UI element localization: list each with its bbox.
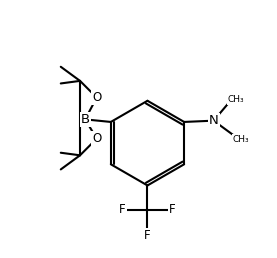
Text: O: O	[92, 91, 101, 104]
Text: B: B	[81, 113, 90, 126]
Text: F: F	[169, 203, 176, 216]
Text: CH₃: CH₃	[233, 135, 250, 144]
Text: O: O	[92, 132, 101, 145]
Text: F: F	[119, 203, 126, 216]
Text: CH₃: CH₃	[228, 95, 244, 104]
Text: N: N	[209, 114, 219, 127]
Text: F: F	[144, 229, 151, 242]
